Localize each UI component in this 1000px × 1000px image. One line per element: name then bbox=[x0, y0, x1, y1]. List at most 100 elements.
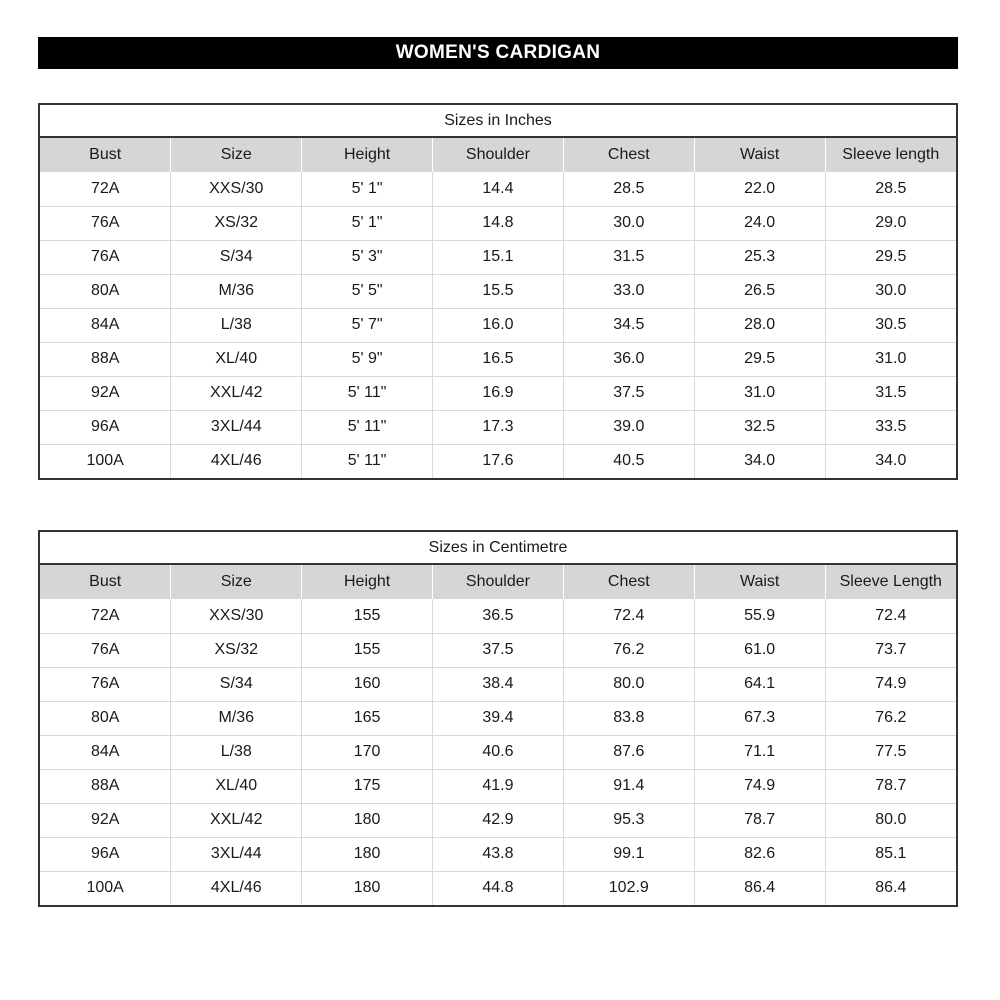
table-cell: 16.0 bbox=[432, 307, 564, 342]
column-header: Waist bbox=[693, 565, 826, 599]
table-cell: 5' 1" bbox=[301, 205, 433, 240]
table-cell: 180 bbox=[301, 870, 433, 905]
table-cell: 29.5 bbox=[693, 341, 826, 376]
table-cell: 160 bbox=[301, 666, 433, 701]
table-cell: 5' 11" bbox=[301, 409, 433, 444]
table-cell: 15.1 bbox=[432, 239, 564, 274]
table-cell: 14.8 bbox=[432, 205, 564, 240]
table-cell: 28.5 bbox=[824, 172, 956, 206]
table-cell: 88A bbox=[40, 768, 171, 803]
table-cell: 24.0 bbox=[693, 205, 826, 240]
table-cell: 80.0 bbox=[824, 802, 956, 837]
table-cell: 72.4 bbox=[824, 599, 956, 633]
table-cell: 180 bbox=[301, 836, 433, 871]
table-cell: 80A bbox=[40, 700, 171, 735]
table-cell: 72A bbox=[90, 179, 120, 197]
table-cell: XXS/30 bbox=[170, 599, 302, 633]
table-cell: 31.5 bbox=[824, 375, 956, 410]
table-cell: 96A bbox=[40, 836, 171, 871]
table-cell: 95.3 bbox=[562, 802, 695, 837]
table-cell: 86.4 bbox=[824, 870, 956, 905]
sizes-centimetre-table: Sizes in Centimetre Bust Size Height Should… bbox=[38, 530, 958, 907]
table-cell: 67.3 bbox=[693, 700, 826, 735]
table-cell: 4XL/46 bbox=[170, 870, 302, 905]
table-cell: 30.5 bbox=[824, 307, 956, 342]
table-cell: 16.9 bbox=[432, 375, 564, 410]
table-cell: 29.5 bbox=[824, 239, 956, 274]
table-cell: 28.5 bbox=[562, 172, 695, 206]
table-cell: 72.4 bbox=[562, 599, 695, 633]
sizes-centimetre-grid: Bust Size Height Shoulder Chest Waist Sleeve L… bbox=[40, 565, 956, 905]
table-cell: 5' 3" bbox=[301, 239, 433, 274]
sizes-inches-grid: Bust Size Height Shoulder Chest Waist Sleeve l… bbox=[40, 138, 956, 478]
table-cell: 40.6 bbox=[432, 734, 564, 769]
table-cell: 83.8 bbox=[562, 700, 695, 735]
table-cell: 29.0 bbox=[824, 205, 956, 240]
table-row: 92A XXL/42 180 42.9 95.3 78.7 80.0 bbox=[40, 802, 956, 837]
table-cell: 5' 5" bbox=[301, 273, 433, 308]
table-cell: 76A bbox=[40, 239, 171, 274]
table-cell: 84A bbox=[40, 734, 171, 769]
table-row: 72A XXS/30 5' 1" 14.4 28.5 22.0 28.5 bbox=[40, 172, 956, 206]
table-cell: 76.2 bbox=[824, 700, 956, 735]
table-row: 96A 3XL/44 180 43.8 99.1 82.6 85.1 bbox=[40, 836, 956, 871]
table-cell: 31.0 bbox=[824, 341, 956, 376]
column-header: Shoulder bbox=[432, 138, 564, 172]
table-cell: 91.4 bbox=[562, 768, 695, 803]
table-row: 92A XXL/42 5' 11" 16.9 37.5 31.0 31.5 bbox=[40, 375, 956, 410]
table-cell: 80A bbox=[40, 273, 171, 308]
column-header: Shoulder bbox=[432, 565, 564, 599]
table-cell: 34.0 bbox=[693, 443, 826, 478]
table-cell: 16.5 bbox=[432, 341, 564, 376]
table-cell: XXL/42 bbox=[170, 802, 302, 837]
table-cell: 30.0 bbox=[824, 273, 956, 308]
table-cell: 64.1 bbox=[693, 666, 826, 701]
table-row: 100A 4XL/46 180 44.8 102.9 86.4 86.4 bbox=[40, 870, 956, 905]
table-cell: 88A bbox=[40, 341, 171, 376]
table-cell: 87.6 bbox=[562, 734, 695, 769]
table-row: 96A 3XL/44 5' 11" 17.3 39.0 32.5 33.5 bbox=[40, 409, 956, 444]
table-cell: 15.5 bbox=[432, 273, 564, 308]
table-cell: 5' 9" bbox=[301, 341, 433, 376]
table-cell: 37.5 bbox=[562, 375, 695, 410]
table-row: 80A M/36 165 39.4 83.8 67.3 76.2 bbox=[40, 700, 956, 735]
table-cell: 3XL/44 bbox=[170, 409, 302, 444]
table-cell: 28.0 bbox=[693, 307, 826, 342]
table-cell: 33.0 bbox=[562, 273, 695, 308]
table-cell: L/38 bbox=[170, 734, 302, 769]
table-cell: 38.4 bbox=[432, 666, 564, 701]
table-cell: XS/32 bbox=[170, 632, 302, 667]
table-cell: 100A bbox=[40, 870, 171, 905]
table-header-row: Bust Size Height Shoulder Chest Waist Sleeve L… bbox=[40, 565, 956, 599]
table-cell: 86.4 bbox=[693, 870, 826, 905]
table-cell: 76A bbox=[40, 632, 171, 667]
table-cell: 76A bbox=[40, 666, 171, 701]
table-cell: 77.5 bbox=[824, 734, 956, 769]
table-cell: 99.1 bbox=[562, 836, 695, 871]
table-cell: 96A bbox=[40, 409, 171, 444]
table-cell: 175 bbox=[301, 768, 433, 803]
table-cell: 32.5 bbox=[693, 409, 826, 444]
tables-container: Sizes in Inches Bust Size Height Shoulder Ch… bbox=[38, 103, 958, 907]
table-cell: 39.4 bbox=[432, 700, 564, 735]
table-row: 76A XS/32 5' 1" 14.8 30.0 24.0 29.0 bbox=[40, 205, 956, 240]
table-row: 72A XXS/30 155 36.5 72.4 55.9 72.4 bbox=[40, 599, 956, 633]
table-cell: 76.2 bbox=[562, 632, 695, 667]
table-cell: 17.6 bbox=[432, 443, 564, 478]
table-cell: 36.0 bbox=[562, 341, 695, 376]
table-cell: M/36 bbox=[170, 273, 302, 308]
column-header: Bust bbox=[40, 138, 171, 172]
table-cell: 40.5 bbox=[562, 443, 695, 478]
table-cell: 92A bbox=[40, 375, 171, 410]
table-cell: 33.5 bbox=[824, 409, 956, 444]
table-cell: 84A bbox=[40, 307, 171, 342]
table-cell: 80.0 bbox=[562, 666, 695, 701]
table-cell: 34.0 bbox=[824, 443, 956, 478]
column-header: Height bbox=[301, 138, 433, 172]
table-cell: 55.9 bbox=[693, 599, 826, 633]
table-cell: 155 bbox=[301, 599, 433, 633]
table-cell: 73.7 bbox=[824, 632, 956, 667]
table-cell: 71.1 bbox=[693, 734, 826, 769]
table-cell: 74.9 bbox=[824, 666, 956, 701]
table-cell: 74.9 bbox=[693, 768, 826, 803]
